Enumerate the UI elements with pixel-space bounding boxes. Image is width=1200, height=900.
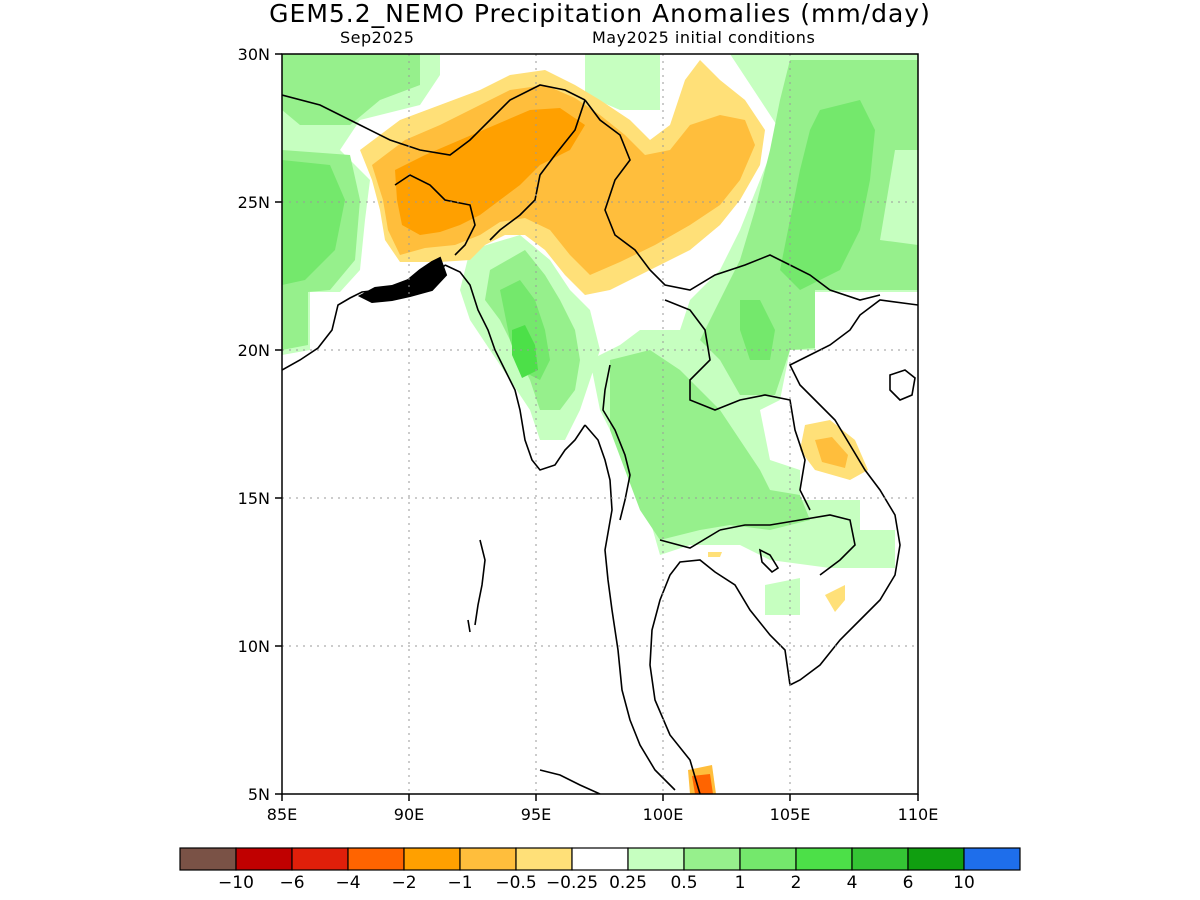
border-thailand-cambodia bbox=[659, 529, 721, 549]
y-tick-label: 25N bbox=[238, 193, 270, 212]
colorbar-swatch bbox=[179, 847, 237, 871]
island-hainan bbox=[889, 369, 916, 401]
anomaly-area-vietnam-dry-core bbox=[815, 437, 848, 468]
anomaly-area-west-india bbox=[282, 54, 420, 125]
colorbar-swatch bbox=[739, 847, 797, 871]
colorbar-swatch bbox=[235, 847, 293, 871]
anomaly-area-thailand bbox=[610, 350, 810, 540]
colorbar-swatch bbox=[291, 847, 349, 871]
colorbar-label: −2 bbox=[391, 873, 416, 893]
colorbar-swatch bbox=[571, 847, 629, 871]
border-laos bbox=[664, 299, 811, 511]
colorbar-label: 0.5 bbox=[670, 873, 697, 893]
coastline-myanmar-south bbox=[584, 424, 676, 791]
border-himalaya bbox=[282, 84, 586, 156]
colorbar-label: −0.5 bbox=[495, 873, 536, 893]
y-tick-label: 10N bbox=[238, 637, 270, 656]
x-tick-label: 110E bbox=[898, 805, 939, 824]
lake-tonle-sap bbox=[758, 548, 780, 574]
colorbar-label: −10 bbox=[218, 873, 254, 893]
colorbar-label: −1 bbox=[447, 873, 472, 893]
colorbar-label: −0.25 bbox=[546, 873, 598, 893]
coastline-bangladesh-myanmar bbox=[444, 264, 586, 471]
y-tick-label: 20N bbox=[238, 341, 270, 360]
y-tick-label: 30N bbox=[238, 45, 270, 64]
anomaly-area-north-central bbox=[585, 54, 660, 110]
border-china bbox=[584, 99, 881, 301]
coastline-thailand-gulf bbox=[649, 299, 918, 794]
anomaly-area-cambodia-dry bbox=[825, 585, 845, 612]
colorbar-label: 10 bbox=[953, 873, 975, 893]
colorbar: −10 −6 −4 −2 −1 −0.5 −0.25 0.25 0.5 1 2 4 6 10 bbox=[179, 847, 1021, 893]
colorbar-label: 1 bbox=[735, 873, 746, 893]
colorbar-swatch bbox=[627, 847, 685, 871]
x-tick-label: 105E bbox=[770, 805, 811, 824]
y-axis-labels: 5N 10N 15N 20N 25N 30N bbox=[238, 45, 270, 804]
coastlines bbox=[282, 84, 918, 794]
colorbar-label: 2 bbox=[791, 873, 802, 893]
colorbar-swatch bbox=[963, 847, 1021, 871]
anomaly-area-gulf-dry bbox=[708, 552, 722, 557]
anomaly-area-northeast-core bbox=[780, 100, 875, 290]
initial-conditions-label: May2025 initial conditions bbox=[592, 28, 816, 47]
border-cambodia bbox=[719, 514, 856, 576]
island-andaman bbox=[467, 539, 486, 633]
colorbar-swatch bbox=[515, 847, 573, 871]
colorbar-swatch bbox=[683, 847, 741, 871]
island-sumatra-north bbox=[539, 769, 601, 794]
anomaly-field bbox=[282, 54, 918, 794]
anomaly-area-dry-core bbox=[395, 108, 585, 235]
y-tick-label: 5N bbox=[248, 785, 270, 804]
x-axis-labels: 85E 90E 95E 100E 105E 110E bbox=[267, 805, 939, 824]
map-title: GEM5.2_NEMO Precipitation Anomalies (mm/… bbox=[269, 0, 931, 28]
colorbar-label: 4 bbox=[847, 873, 858, 893]
colorbar-swatch bbox=[403, 847, 461, 871]
colorbar-label: −6 bbox=[279, 873, 304, 893]
anomaly-area-south-dry-core bbox=[692, 774, 713, 794]
map-frame bbox=[281, 53, 919, 795]
forecast-month: Sep2025 bbox=[340, 28, 415, 47]
x-tick-label: 95E bbox=[521, 805, 551, 824]
coastline-ganges-delta bbox=[357, 256, 448, 304]
anomaly-area-laos-core bbox=[740, 300, 775, 360]
border-myanmar-east bbox=[489, 99, 586, 241]
x-tick-label: 100E bbox=[643, 805, 684, 824]
colorbar-swatch bbox=[907, 847, 965, 871]
y-tick-label: 15N bbox=[238, 489, 270, 508]
colorbar-swatch bbox=[347, 847, 405, 871]
border-myanmar-thai bbox=[602, 364, 631, 521]
colorbar-label: −4 bbox=[335, 873, 360, 893]
colorbar-swatch bbox=[851, 847, 909, 871]
colorbar-swatch bbox=[459, 847, 517, 871]
colorbar-label: 0.25 bbox=[609, 873, 647, 893]
tick-marks bbox=[275, 53, 919, 801]
colorbar-swatch bbox=[795, 847, 853, 871]
anomaly-area-dry-middle bbox=[372, 85, 755, 275]
colorbar-label: 6 bbox=[903, 873, 914, 893]
x-tick-label: 90E bbox=[394, 805, 424, 824]
anomaly-area-cambodia bbox=[765, 578, 800, 615]
anomaly-area-west-core bbox=[282, 160, 345, 285]
anomaly-area-myanmar-peak bbox=[512, 325, 538, 378]
gridlines bbox=[282, 54, 918, 794]
x-tick-label: 85E bbox=[267, 805, 297, 824]
